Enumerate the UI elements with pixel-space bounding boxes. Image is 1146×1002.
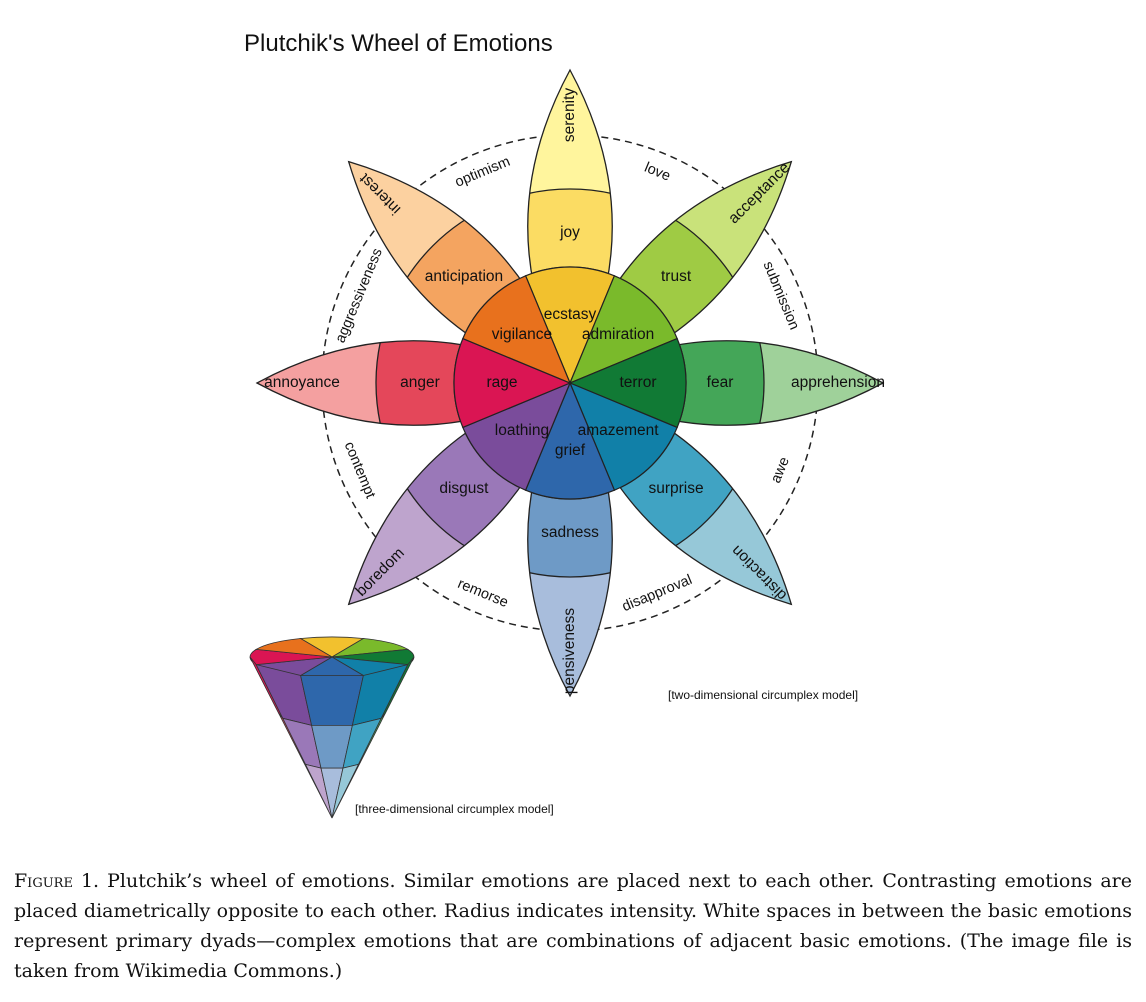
three-d-cone: [249, 636, 415, 819]
dyad-label-aggressiveness: aggressiveness: [333, 246, 386, 345]
cone-top-wedge: [254, 638, 333, 658]
cone-face: [331, 761, 362, 819]
dyad-label-disapproval: disapproval: [620, 572, 695, 615]
emotion-label-terror: terror: [619, 374, 656, 391]
figure-caption: Figure 1. Plutchik’s wheel of emotions. …: [14, 866, 1132, 986]
dyad-label-awe: awe: [768, 455, 793, 486]
emotion-label-fear: fear: [707, 374, 734, 391]
emotion-label-trust: trust: [661, 268, 692, 285]
core-wedge-blue: [524, 381, 616, 500]
caption-lead: Figure 1.: [14, 870, 100, 892]
emotion-label-rage: rage: [486, 374, 517, 391]
emotion-label-joy: joy: [559, 224, 580, 241]
emotion-label-anger: anger: [400, 374, 440, 391]
dyad-label-love: love: [642, 160, 673, 185]
cone-top-wedge: [299, 636, 365, 658]
petals-group: serenityjoyecstasyacceptancetrustadmirat…: [255, 68, 885, 698]
core-wedge-darkgreen: [568, 337, 687, 429]
dyad-label-submission: submission: [760, 259, 803, 332]
core-wedge-purple: [462, 381, 572, 491]
emotion-label-disgust: disgust: [439, 480, 489, 497]
core-wedge-yellow: [524, 266, 616, 385]
emotion-label-anticipation: anticipation: [425, 268, 503, 285]
emotion-label-serenity: serenity: [561, 88, 578, 143]
emotion-label-loathing: loathing: [495, 422, 549, 439]
emotion-label-annoyance: annoyance: [264, 374, 340, 391]
emotion-label-apprehension: apprehension: [791, 374, 885, 391]
emotion-label-ecstasy: ecstasy: [544, 306, 597, 323]
core-wedge-red: [453, 337, 572, 429]
core-wedge-teal: [568, 381, 678, 491]
emotion-label-admiration: admiration: [582, 326, 654, 343]
emotion-label-grief: grief: [555, 442, 586, 459]
emotion-label-pensiveness: pensiveness: [561, 608, 578, 694]
three-dimensional-label: [three-dimensional circumplex model]: [355, 802, 554, 816]
emotion-label-sadness: sadness: [541, 524, 599, 541]
diagram-title: Plutchik's Wheel of Emotions: [244, 30, 553, 57]
caption-text: Plutchik’s wheel of emotions. Similar em…: [14, 870, 1132, 982]
emotion-label-vigilance: vigilance: [492, 326, 552, 343]
two-dimensional-label: [two-dimensional circumplex model]: [668, 688, 858, 702]
core-wedge-green: [568, 275, 678, 385]
dyad-label-remorse: remorse: [455, 576, 510, 611]
emotion-label-surprise: surprise: [648, 480, 703, 497]
core-wedge-orange: [462, 275, 572, 385]
emotion-label-amazement: amazement: [578, 422, 660, 439]
